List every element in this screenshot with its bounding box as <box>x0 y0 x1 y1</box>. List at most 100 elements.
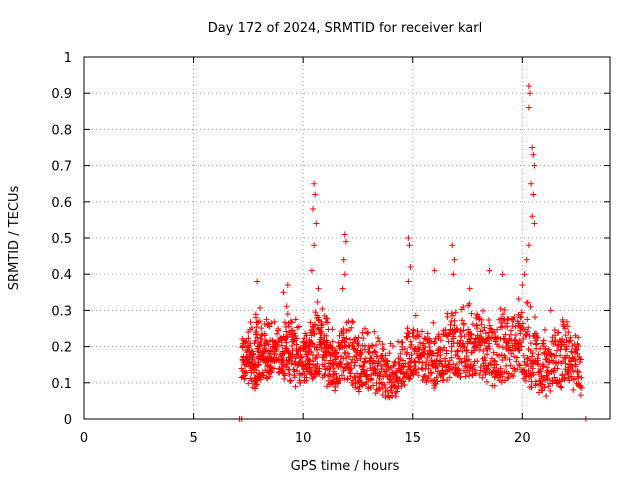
data-point <box>338 372 345 379</box>
data-point <box>405 278 412 285</box>
data-point <box>463 346 470 353</box>
data-point <box>315 285 322 292</box>
data-point <box>446 363 453 370</box>
data-point <box>524 299 531 306</box>
data-point <box>361 368 368 375</box>
data-point <box>469 321 476 328</box>
data-point <box>450 333 457 340</box>
data-point <box>483 378 490 385</box>
data-point <box>281 350 288 357</box>
data-point <box>392 358 399 365</box>
data-point <box>547 307 554 314</box>
data-point <box>455 365 462 372</box>
y-tick-label: 0.7 <box>51 160 72 175</box>
data-point <box>463 369 470 376</box>
data-point <box>425 365 432 372</box>
y-axis-title: SRMTID / TECUs <box>7 186 22 291</box>
data-point <box>357 376 364 383</box>
data-point <box>262 347 269 354</box>
data-point <box>531 220 538 227</box>
data-point <box>486 340 493 347</box>
data-point <box>565 374 572 381</box>
data-point <box>360 335 367 342</box>
data-point <box>449 242 456 249</box>
data-point <box>492 358 499 365</box>
data-point <box>527 90 534 97</box>
data-point <box>468 331 475 338</box>
data-point <box>486 267 493 274</box>
data-point <box>551 368 558 375</box>
data-point <box>530 371 537 378</box>
data-point <box>570 375 577 382</box>
data-point <box>316 370 323 377</box>
data-point <box>243 338 250 345</box>
data-point <box>381 382 388 389</box>
data-point <box>545 359 552 366</box>
data-point <box>258 325 265 332</box>
data-point <box>292 332 299 339</box>
data-point <box>426 347 433 354</box>
data-point <box>352 335 359 342</box>
data-point <box>311 242 318 249</box>
data-point <box>346 353 353 360</box>
chart-title: Day 172 of 2024, SRMTID for receiver kar… <box>208 21 482 36</box>
data-point <box>428 338 435 345</box>
data-point <box>523 256 530 263</box>
data-point <box>480 347 487 354</box>
data-point <box>369 343 376 350</box>
data-point <box>311 322 318 329</box>
data-point <box>562 360 569 367</box>
data-point <box>400 357 407 364</box>
data-point <box>293 335 300 342</box>
data-point <box>283 334 290 341</box>
y-tick-label: 0 <box>64 413 72 428</box>
data-point <box>342 339 349 346</box>
data-point <box>507 362 514 369</box>
data-point <box>450 340 457 347</box>
data-point <box>577 392 584 399</box>
data-point <box>437 337 444 344</box>
data-point <box>564 323 571 330</box>
data-point <box>399 339 406 346</box>
data-point <box>517 330 524 337</box>
data-point <box>540 363 547 370</box>
data-point <box>361 325 368 332</box>
data-point <box>391 359 398 366</box>
data-point <box>551 327 558 334</box>
data-point <box>255 345 262 352</box>
data-point <box>510 317 517 324</box>
data-point <box>517 314 524 321</box>
data-point <box>355 388 362 395</box>
data-point <box>463 347 470 354</box>
data-point <box>466 336 473 343</box>
data-point <box>512 332 519 339</box>
data-point <box>245 380 252 387</box>
data-point <box>406 242 413 249</box>
data-point <box>549 378 556 385</box>
data-point <box>512 323 519 330</box>
data-point <box>434 378 441 385</box>
data-point <box>390 343 397 350</box>
data-point <box>442 327 449 334</box>
data-point <box>333 349 340 356</box>
data-point <box>563 346 570 353</box>
data-point <box>494 326 501 333</box>
data-point <box>407 338 414 345</box>
data-point <box>419 359 426 366</box>
data-point <box>499 271 506 278</box>
data-point <box>390 362 397 369</box>
y-tick-label: 0.4 <box>51 268 72 283</box>
data-point <box>312 355 319 362</box>
data-point <box>482 330 489 337</box>
data-point <box>336 377 343 384</box>
data-point <box>254 362 261 369</box>
data-point <box>440 370 447 377</box>
data-point <box>266 373 273 380</box>
data-point <box>266 323 273 330</box>
data-point <box>418 365 425 372</box>
data-point <box>577 355 584 362</box>
data-point <box>274 341 281 348</box>
data-point <box>344 350 351 357</box>
data-point <box>508 371 515 378</box>
data-point <box>454 361 461 368</box>
